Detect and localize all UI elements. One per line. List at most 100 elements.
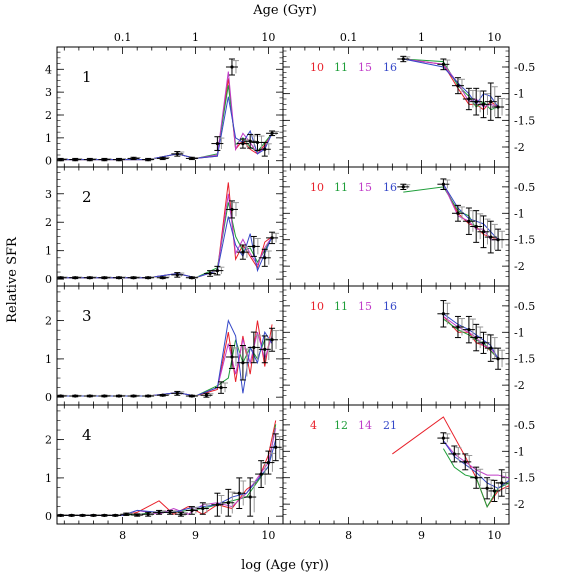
data-point bbox=[270, 338, 274, 342]
data-point bbox=[117, 394, 121, 398]
series-line-15 bbox=[60, 331, 273, 397]
y-tick-label: -1.5 bbox=[514, 353, 535, 366]
x-tick-label: 9 bbox=[192, 529, 199, 542]
legend-entry-15: 15 bbox=[358, 61, 372, 74]
data-point bbox=[485, 486, 489, 490]
series-line-15 bbox=[60, 193, 273, 279]
panel-number: 4 bbox=[82, 426, 92, 444]
series-line-16 bbox=[60, 318, 273, 397]
y-tick-label: -1.5 bbox=[514, 114, 535, 127]
panel-frame bbox=[56, 46, 284, 168]
data-point bbox=[117, 157, 121, 162]
x-tick-label: 8 bbox=[345, 529, 352, 542]
y-tick-label: 0 bbox=[45, 510, 52, 523]
y-tick-label: 2 bbox=[45, 216, 52, 229]
data-point bbox=[73, 157, 77, 162]
data-point bbox=[124, 512, 128, 516]
data-point bbox=[230, 65, 234, 69]
x-tick-label: 9 bbox=[418, 529, 425, 542]
x-tick-label: 10 bbox=[261, 529, 275, 542]
panel-plot-area bbox=[57, 182, 280, 280]
series-line-11 bbox=[60, 202, 273, 279]
data-point bbox=[441, 436, 445, 440]
panel-number: 2 bbox=[82, 188, 92, 206]
panel-right-4: 8 9 10 -0.5 -1 -1.5 -2 4 12 14 21 bbox=[282, 404, 535, 542]
series-line-11 bbox=[443, 318, 499, 360]
top-tick-label: 10 bbox=[487, 31, 501, 44]
y-tick-label: 1 bbox=[45, 353, 52, 366]
data-point bbox=[175, 152, 179, 156]
y-tick-label: -1 bbox=[514, 445, 525, 458]
series-line-16 bbox=[60, 216, 273, 279]
y-tick-label: 2 bbox=[45, 109, 52, 122]
y-tick-label: -1 bbox=[514, 88, 525, 101]
x-tick-label: 10 bbox=[487, 529, 501, 542]
data-point bbox=[456, 325, 460, 329]
data-point bbox=[161, 156, 165, 161]
data-point bbox=[146, 394, 150, 398]
data-point bbox=[73, 276, 77, 280]
data-point bbox=[73, 394, 77, 398]
y-tick-label: -0.5 bbox=[514, 300, 535, 313]
data-point bbox=[467, 97, 471, 101]
data-point bbox=[175, 391, 179, 395]
panel-plot-area bbox=[57, 58, 280, 162]
data-point bbox=[496, 357, 500, 361]
data-point bbox=[161, 276, 165, 280]
panel-right-1: 0.1 1 10 -0.5 -1 -1.5 -2 10 11 15 16 bbox=[282, 31, 535, 168]
data-point bbox=[401, 57, 405, 61]
top-axis-title: Age (Gyr) bbox=[252, 3, 317, 18]
data-point bbox=[500, 481, 504, 485]
legend-entry-11: 11 bbox=[334, 300, 348, 313]
legend-entry-12: 12 bbox=[334, 419, 348, 432]
data-point bbox=[215, 141, 219, 146]
data-point bbox=[190, 394, 194, 398]
data-point bbox=[91, 513, 96, 518]
y-tick-label: -2 bbox=[514, 260, 525, 273]
data-point bbox=[157, 510, 161, 514]
data-point bbox=[467, 328, 471, 332]
data-point bbox=[131, 394, 136, 398]
series-line-10 bbox=[60, 182, 273, 279]
left-axis-title: Relative SFR bbox=[5, 236, 20, 323]
bottom-axis-title: log (Age (yr)) bbox=[241, 558, 329, 573]
top-tick-label: 10 bbox=[261, 31, 275, 44]
data-point bbox=[230, 355, 234, 359]
data-point bbox=[270, 236, 274, 240]
data-point bbox=[270, 131, 274, 135]
data-point bbox=[441, 182, 445, 186]
y-tick-label: 2 bbox=[45, 434, 52, 447]
data-point bbox=[131, 276, 136, 280]
data-point bbox=[201, 506, 205, 511]
data-point bbox=[496, 238, 500, 242]
data-point bbox=[489, 235, 493, 239]
panel-plot-area bbox=[392, 416, 509, 508]
data-point bbox=[190, 156, 194, 161]
panel-left-3: 0 1 2 3 bbox=[45, 285, 284, 406]
y-tick-label: 2 bbox=[45, 315, 52, 328]
data-point bbox=[241, 250, 245, 254]
panel-left-2: 0 1 2 3 2 bbox=[45, 166, 284, 287]
y-tick-label: -0.5 bbox=[514, 181, 535, 194]
y-tick-label: 1 bbox=[45, 132, 52, 145]
data-point bbox=[168, 510, 172, 514]
panel-right-3: -0.5 -1 -1.5 -2 10 11 15 16 bbox=[282, 285, 535, 406]
data-point bbox=[274, 445, 278, 449]
panel-number: 1 bbox=[82, 68, 92, 86]
data-point bbox=[190, 276, 194, 280]
data-point bbox=[481, 102, 486, 106]
legend-entry-16: 16 bbox=[383, 300, 397, 313]
data-point bbox=[441, 62, 445, 66]
data-point bbox=[59, 513, 63, 518]
data-point bbox=[113, 513, 117, 518]
panel-left-4: 8 9 10 0 1 2 4 bbox=[45, 404, 284, 542]
series-line-11 bbox=[60, 339, 273, 397]
series-line-10 bbox=[60, 78, 273, 161]
data-point bbox=[59, 276, 63, 280]
y-tick-label: 0 bbox=[45, 155, 52, 168]
data-point bbox=[146, 157, 150, 162]
series-line-16 bbox=[442, 183, 499, 241]
x-tick-label: 8 bbox=[119, 529, 126, 542]
